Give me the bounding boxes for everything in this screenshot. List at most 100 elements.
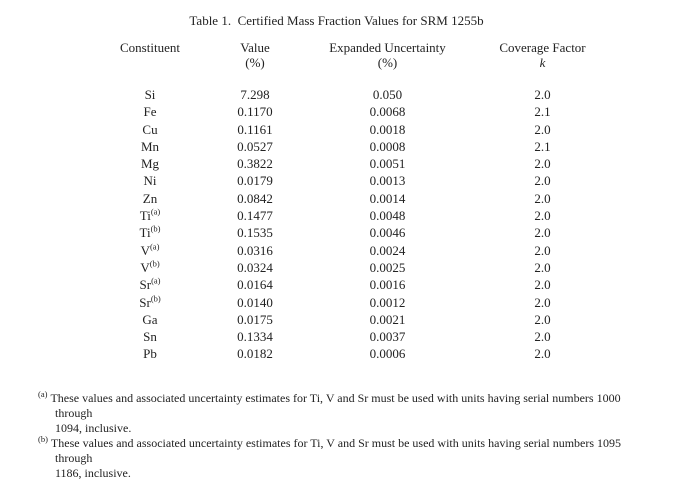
value-cell: 0.0179: [237, 173, 273, 189]
footnote-a-line2: 1094, inclusive.: [55, 420, 132, 435]
value-cell: 0.1535: [237, 225, 273, 241]
value-cell: 0.1161: [237, 121, 273, 137]
uncertainty-cell: 0.0021: [369, 311, 406, 327]
value-cell: 0.0182: [237, 346, 273, 362]
table-row: Sr(a) 0.0164 0.0016 2.0: [85, 276, 605, 293]
value-cell: 0.0324: [237, 259, 273, 275]
constituent-header-label: Constituent: [120, 40, 180, 55]
table-row: Fe 0.1170 0.0068 2.1: [85, 103, 605, 120]
constituent-cell: Si: [144, 87, 156, 102]
constituent-cell: V(b): [140, 258, 160, 275]
constituent-cell: Sr(a): [139, 275, 161, 293]
value-header-label: Value: [240, 40, 270, 55]
constituent-footnote-marker: (a): [149, 241, 160, 252]
constituent-cell: Mn: [140, 138, 160, 154]
table-row: Sn 0.1334 0.0037 2.0: [85, 328, 605, 345]
constituent-cell: Fe: [143, 104, 157, 120]
constituent-cell: Pb: [143, 346, 157, 362]
value-cell: 0.1477: [237, 208, 273, 224]
table-header: Constituent Value (%) Expanded Uncertain…: [85, 40, 605, 86]
col-header-constituent: Constituent: [85, 40, 215, 86]
footnote-b-line1: These values and associated uncertainty …: [50, 435, 622, 465]
constituent-footnote-marker: (b): [149, 258, 160, 269]
coverage-header-label: Coverage Factor: [499, 40, 586, 55]
document-page: Table 1. Certified Mass Fraction Values …: [0, 13, 673, 480]
table-row: Zn 0.0842 0.0014 2.0: [85, 190, 605, 207]
coverage-factor-cell: 2.1: [534, 104, 551, 120]
value-cell: 0.1170: [237, 104, 273, 120]
uncertainty-cell: 0.0048: [369, 208, 406, 224]
uncertainty-cell: 0.0006: [369, 346, 406, 362]
constituent-cell: Zn: [142, 190, 158, 206]
value-cell: 7.298: [240, 87, 270, 102]
coverage-factor-cell: 2.0: [534, 311, 551, 327]
uncertainty-header-unit: (%): [377, 55, 398, 70]
constituent-cell: Ga: [142, 311, 158, 327]
coverage-factor-cell: 2.0: [534, 190, 551, 206]
uncertainty-cell: 0.0051: [369, 156, 406, 172]
table-row: V(a) 0.0316 0.0024 2.0: [85, 242, 605, 259]
table-row: V(b) 0.0324 0.0025 2.0: [85, 259, 605, 276]
coverage-factor-cell: 2.0: [534, 121, 551, 137]
table-row: Ni 0.0179 0.0013 2.0: [85, 172, 605, 189]
uncertainty-cell: 0.050: [372, 87, 403, 102]
constituent-cell: Ni: [143, 173, 157, 189]
table-body: Si 7.298 0.050 2.0 Fe 0.1170 0.0068 2.1 Cu 0.1161…: [85, 86, 605, 363]
coverage-factor-cell: 2.0: [534, 346, 551, 362]
uncertainty-cell: 0.0024: [369, 242, 406, 258]
footnote-b: (b) These values and associated uncertain…: [38, 433, 659, 481]
uncertainty-cell: 0.0016: [369, 277, 406, 293]
coverage-factor-cell: 2.0: [534, 225, 551, 241]
constituent-cell: V(a): [140, 241, 160, 258]
table-row: Cu 0.1161 0.0018 2.0: [85, 121, 605, 138]
constituent-footnote-marker: (a): [151, 275, 161, 286]
uncertainty-header-label: Expanded Uncertainty: [329, 40, 446, 55]
table-row: Ga 0.0175 0.0021 2.0: [85, 311, 605, 328]
coverage-factor-cell: 2.0: [534, 259, 551, 275]
coverage-k-symbol: k: [539, 55, 546, 70]
footnote-b-line2: 1186, inclusive.: [55, 465, 131, 480]
footnote-a-marker: (a): [38, 388, 48, 399]
coverage-factor-cell: 2.0: [534, 329, 551, 345]
footnote-b-marker: (b): [38, 433, 48, 444]
table-row: Ti(b) 0.1535 0.0046 2.0: [85, 224, 605, 241]
coverage-factor-cell: 2.0: [534, 208, 551, 224]
value-cell: 0.0527: [237, 138, 273, 154]
col-header-value: Value (%): [215, 40, 295, 86]
coverage-factor-cell: 2.0: [534, 173, 551, 189]
header-row: Constituent Value (%) Expanded Uncertain…: [85, 40, 605, 86]
mass-fraction-table: Constituent Value (%) Expanded Uncertain…: [85, 40, 605, 363]
coverage-factor-cell: 2.0: [534, 156, 551, 172]
uncertainty-cell: 0.0018: [369, 121, 406, 137]
value-cell: 0.0164: [237, 277, 273, 293]
table-row: Si 7.298 0.050 2.0: [85, 86, 605, 103]
uncertainty-cell: 0.0037: [369, 329, 406, 345]
uncertainty-cell: 0.0012: [369, 294, 406, 310]
value-cell: 0.0842: [237, 190, 273, 206]
uncertainty-cell: 0.0068: [369, 104, 406, 120]
table-row: Mn 0.0527 0.0008 2.1: [85, 138, 605, 155]
uncertainty-cell: 0.0013: [369, 173, 406, 189]
value-cell: 0.0175: [237, 311, 273, 327]
col-header-coverage-factor: Coverage Factor k: [480, 40, 605, 86]
constituent-footnote-marker: (a): [150, 206, 161, 217]
uncertainty-cell: 0.0014: [369, 190, 406, 206]
coverage-factor-cell: 2.0: [534, 87, 551, 102]
table-row: Sr(b) 0.0140 0.0012 2.0: [85, 294, 605, 311]
table-row: Ti(a) 0.1477 0.0048 2.0: [85, 207, 605, 224]
uncertainty-cell: 0.0046: [369, 225, 406, 241]
coverage-factor-cell: 2.0: [534, 294, 551, 310]
constituent-cell: Sn: [143, 329, 157, 345]
coverage-factor-cell: 2.0: [534, 277, 551, 293]
constituent-cell: Ti(a): [139, 206, 161, 224]
value-cell: 0.1334: [237, 329, 273, 345]
constituent-cell: Sr(b): [139, 293, 161, 310]
constituent-cell: Ti(b): [139, 224, 161, 241]
table-title: Table 1. Certified Mass Fraction Values …: [189, 13, 484, 28]
uncertainty-cell: 0.0025: [369, 259, 406, 275]
constituent-footnote-marker: (b): [150, 293, 161, 304]
footnote-a: (a) These values and associated uncertain…: [38, 388, 659, 436]
constituent-footnote-marker: (b): [150, 224, 161, 235]
footnote-a-line1: These values and associated uncertainty …: [50, 390, 621, 420]
constituent-cell: Mg: [140, 156, 160, 172]
